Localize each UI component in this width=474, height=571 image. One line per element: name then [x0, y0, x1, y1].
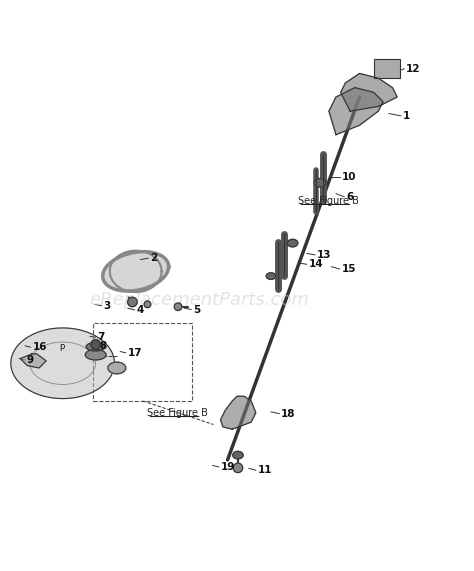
Ellipse shape [233, 451, 243, 459]
Circle shape [233, 463, 243, 473]
Circle shape [174, 303, 182, 311]
Ellipse shape [266, 273, 276, 279]
Text: 17: 17 [128, 348, 142, 358]
Text: 11: 11 [258, 465, 272, 475]
Text: 9: 9 [27, 355, 34, 365]
Polygon shape [220, 396, 256, 429]
Text: 4: 4 [137, 305, 144, 315]
Text: 2: 2 [150, 253, 157, 263]
Ellipse shape [86, 343, 105, 351]
Bar [374, 59, 400, 78]
Circle shape [144, 301, 151, 308]
Text: 7: 7 [98, 332, 105, 343]
Text: 6: 6 [346, 192, 354, 202]
Polygon shape [20, 354, 46, 368]
Text: 15: 15 [342, 264, 356, 274]
Text: 16: 16 [33, 342, 47, 352]
Text: p: p [59, 342, 64, 351]
Text: 8: 8 [100, 341, 107, 351]
Polygon shape [103, 252, 169, 291]
Text: 12: 12 [406, 64, 420, 74]
Text: 1: 1 [403, 111, 410, 121]
Text: eReplacementParts.com: eReplacementParts.com [90, 291, 309, 309]
Text: 19: 19 [221, 462, 236, 472]
Bar [93, 323, 192, 401]
Text: 18: 18 [281, 409, 296, 419]
Ellipse shape [287, 239, 298, 247]
Ellipse shape [85, 349, 106, 360]
Polygon shape [341, 74, 397, 111]
Text: See Figure B: See Figure B [147, 408, 209, 418]
Polygon shape [11, 328, 115, 399]
Text: See Figure B: See Figure B [298, 196, 359, 206]
Circle shape [128, 297, 137, 307]
Text: 10: 10 [342, 172, 356, 182]
Text: 3: 3 [104, 301, 111, 311]
Circle shape [91, 340, 100, 349]
Polygon shape [329, 87, 383, 135]
Text: 13: 13 [317, 250, 332, 260]
Text: 14: 14 [309, 259, 323, 270]
Text: 5: 5 [193, 304, 201, 315]
Ellipse shape [314, 179, 326, 187]
Ellipse shape [108, 362, 126, 374]
